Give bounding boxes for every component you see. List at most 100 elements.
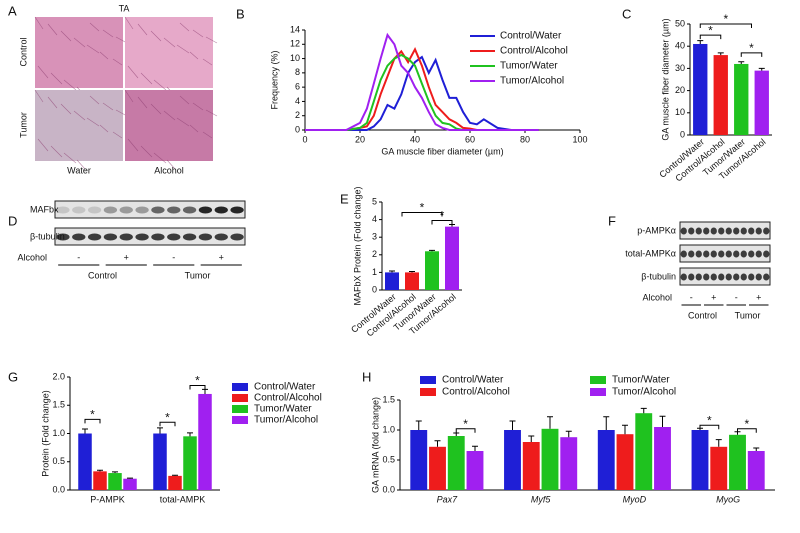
panel-letter: A — [8, 3, 17, 18]
x-tick-label: 60 — [465, 134, 475, 144]
blot-band — [733, 227, 740, 235]
error-bar — [715, 439, 722, 447]
fiber-outline — [37, 138, 49, 152]
y-tick-label: 8 — [295, 67, 300, 77]
bar — [560, 437, 578, 490]
legend-label: Tumor/Alcohol — [612, 387, 676, 398]
fiber-outline — [192, 29, 204, 38]
fiber-outline — [34, 16, 44, 30]
x-tick-label: total-AMPK — [160, 494, 206, 504]
blot-band — [214, 233, 228, 241]
blot-band — [135, 206, 149, 214]
fiber-outline — [47, 23, 58, 36]
blot-band — [740, 250, 747, 258]
significance-bracket — [84, 418, 101, 424]
histology-image — [125, 17, 213, 88]
blot-band — [167, 206, 181, 214]
y-tick-label: 2 — [295, 110, 300, 120]
legend-label: Tumor/Alcohol — [500, 76, 564, 87]
y-tick-label: 10 — [675, 107, 685, 117]
fiber-outline — [89, 22, 100, 32]
error-bar — [640, 407, 647, 414]
blot-band — [733, 273, 740, 281]
significance-bracket — [401, 212, 443, 217]
blot-band — [72, 206, 86, 214]
y-tick-label: 1 — [372, 267, 377, 277]
y-axis-label: Protein (Fold change) — [40, 390, 50, 477]
blot-band — [703, 227, 710, 235]
blot-band — [151, 206, 165, 214]
error-bar — [434, 440, 441, 447]
y-axis-label: GA mRNA (fold change) — [370, 397, 380, 493]
bar — [198, 393, 212, 490]
panel-letter: F — [608, 213, 616, 228]
treatment-sign: - — [172, 252, 175, 262]
fiber-outline — [189, 124, 199, 133]
legend-label: Control/Alcohol — [442, 387, 510, 398]
fiber-outline — [86, 117, 100, 127]
legend-swatch — [232, 416, 248, 424]
panel-letter: D — [8, 213, 17, 228]
significance-bracket — [699, 34, 722, 40]
significance-bracket — [189, 384, 206, 390]
blot-band — [135, 233, 149, 241]
blot-band-label: MAFbx — [30, 204, 59, 214]
y-axis-label: GA muscle fiber diameter (µm) — [660, 18, 670, 140]
blot-band — [763, 227, 770, 235]
blot-band — [763, 273, 770, 281]
bar — [123, 478, 137, 490]
legend-swatch — [232, 405, 248, 413]
error-bar — [453, 432, 460, 436]
panel-letter: G — [8, 369, 18, 384]
blot-band — [695, 250, 702, 258]
y-tick-label: 0 — [680, 129, 685, 139]
bar — [635, 413, 653, 490]
y-tick-label: 4 — [295, 96, 300, 106]
error-bar — [753, 447, 760, 451]
error-bar — [509, 420, 516, 430]
y-tick-label: 6 — [295, 82, 300, 92]
y-tick-label: 4 — [372, 214, 377, 224]
error-bar — [415, 420, 422, 430]
bar — [616, 434, 634, 490]
error-bar — [429, 249, 435, 252]
fiber-outline — [34, 89, 44, 103]
x-tick-label: MyoG — [716, 494, 740, 504]
significance-label: * — [440, 209, 445, 223]
error-bar — [603, 416, 610, 430]
blot-band — [680, 273, 687, 281]
panel-letter: C — [622, 6, 631, 21]
significance-label: * — [165, 410, 170, 424]
fiber-outline — [73, 110, 86, 121]
y-tick-label: 12 — [290, 39, 300, 49]
blot-band-label: β-tubulin — [30, 231, 65, 241]
legend-swatch — [232, 394, 248, 402]
fiber-outline — [166, 159, 176, 170]
x-tick-label: P-AMPK — [90, 494, 125, 504]
fiber-outline — [140, 72, 153, 85]
fiber-outline — [50, 145, 63, 158]
bar — [713, 55, 728, 135]
blot-band — [748, 250, 755, 258]
blot-band — [755, 273, 762, 281]
blot-band — [710, 273, 717, 281]
y-tick-label: 0.0 — [382, 484, 395, 494]
x-tick-label: 0 — [302, 134, 307, 144]
x-tick-label: 40 — [410, 134, 420, 144]
blot-band — [748, 273, 755, 281]
y-tick-label: 2.0 — [52, 371, 65, 381]
histology-col-label: Alcohol — [154, 165, 184, 175]
blot-band — [214, 206, 228, 214]
fiber-outline — [202, 58, 213, 66]
bar — [691, 430, 709, 490]
significance-bracket — [740, 52, 763, 57]
error-bar — [528, 435, 535, 442]
y-tick-label: 1.5 — [382, 394, 395, 404]
fiber-outline — [60, 30, 72, 42]
fiber-outline — [112, 58, 123, 66]
significance-label: * — [420, 201, 425, 215]
fiber-outline — [76, 159, 86, 170]
fiber-outline — [124, 89, 134, 103]
bar — [729, 434, 746, 490]
blot-band — [198, 206, 213, 214]
